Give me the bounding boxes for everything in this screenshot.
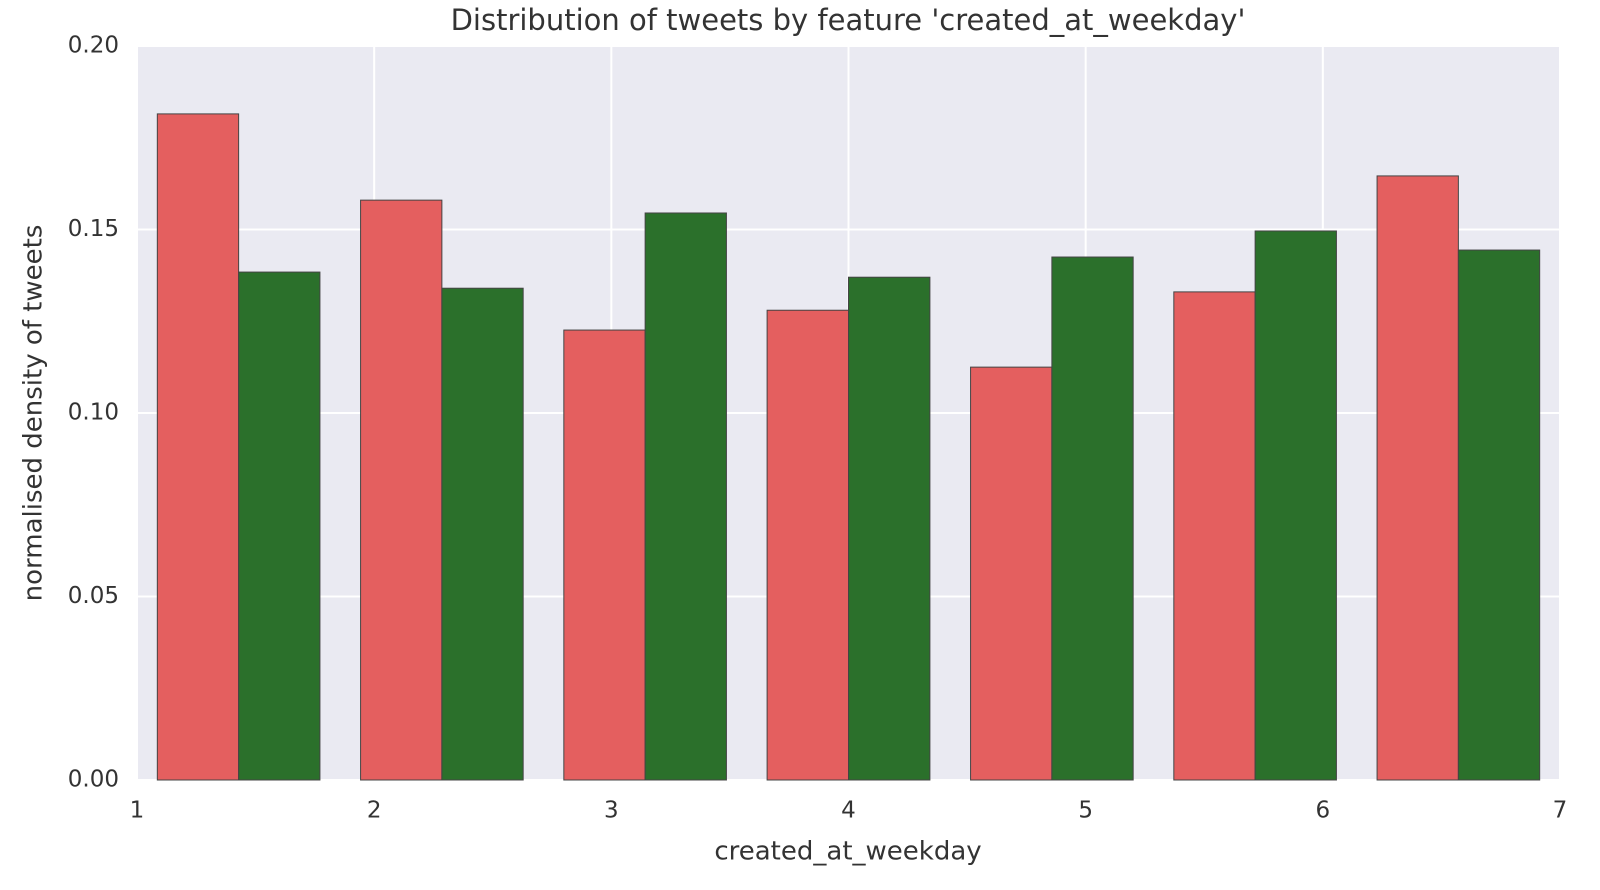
bar [644,212,727,781]
bar [1254,230,1337,781]
x-axis-label: created_at_weekday [714,837,981,867]
bar [766,309,849,781]
bar [1051,256,1134,781]
bar [563,329,646,781]
x-tick-label: 6 [1316,798,1331,824]
x-tick-label: 5 [1078,798,1093,824]
chart-title: Distribution of tweets by feature 'creat… [451,3,1246,37]
bar [156,113,240,781]
x-tick-label: 2 [367,798,382,824]
y-tick-label: 0.05 [68,583,119,609]
bar [1376,175,1459,781]
bar [848,276,931,781]
x-tick-label: 3 [604,798,619,824]
x-tick-label: 4 [841,798,856,824]
y-tick-label: 0.20 [68,33,119,59]
y-axis-label: normalised density of tweets [19,225,49,602]
y-tick-label: 0.10 [68,400,119,426]
bar [360,199,443,781]
x-tick-label: 1 [130,798,145,824]
bar [1173,291,1256,781]
x-tick-label: 7 [1553,798,1568,824]
bar [970,366,1053,781]
y-tick-label: 0.00 [68,767,119,793]
bar [1457,249,1541,781]
bar [441,287,524,781]
y-tick-label: 0.15 [68,216,119,242]
bar [238,271,321,781]
